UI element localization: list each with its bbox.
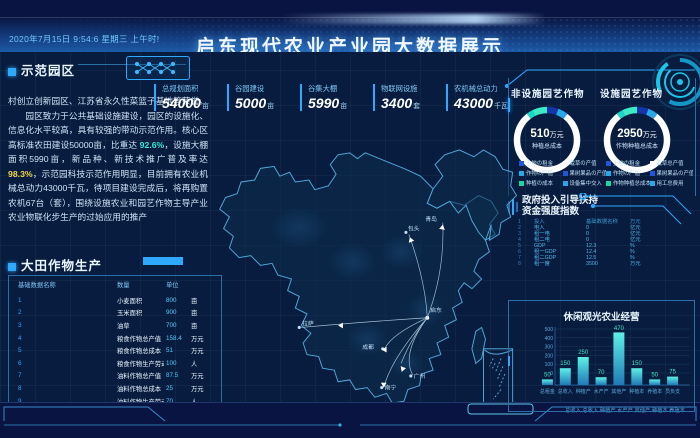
- svg-text:200: 200: [545, 353, 554, 359]
- svg-text:青岛: 青岛: [425, 215, 437, 223]
- svg-text:400: 400: [545, 336, 554, 342]
- svg-text:50: 50: [651, 372, 658, 378]
- svg-text:其他产: 其他产: [611, 388, 626, 395]
- svg-text:广州: 广州: [414, 372, 426, 380]
- svg-text:南宁: 南宁: [385, 384, 397, 392]
- svg-text:100: 100: [545, 362, 554, 368]
- svg-text:启东: 启东: [430, 306, 442, 314]
- svg-text:500: 500: [545, 327, 554, 333]
- svg-text:75: 75: [669, 370, 676, 376]
- svg-text:250: 250: [578, 350, 589, 356]
- svg-text:300: 300: [545, 345, 554, 351]
- svg-text:150: 150: [632, 361, 643, 367]
- svg-text:种植产: 种植产: [576, 388, 591, 395]
- svg-text:总收入: 总收入: [558, 388, 573, 395]
- svg-text:员负支: 员负支: [665, 388, 680, 395]
- svg-text:水产产: 水产产: [594, 388, 609, 395]
- svg-text:150: 150: [560, 361, 571, 367]
- svg-text:种植本: 种植本: [629, 388, 644, 395]
- svg-text:470: 470: [614, 326, 625, 332]
- svg-text:包头: 包头: [408, 224, 420, 232]
- svg-text:总租金: 总租金: [540, 388, 555, 395]
- svg-text:成都: 成都: [362, 343, 374, 351]
- svg-text:50: 50: [544, 372, 551, 378]
- svg-text:养殖本: 养殖本: [647, 388, 662, 395]
- svg-text:70: 70: [598, 370, 605, 376]
